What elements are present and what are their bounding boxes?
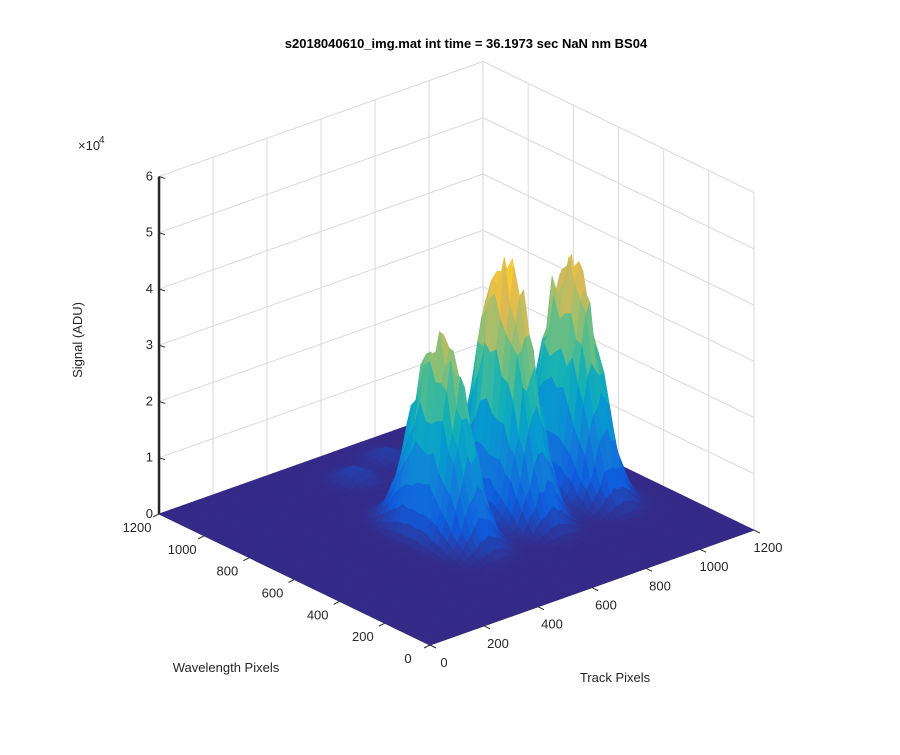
grid-line-z-backwall-x xyxy=(158,117,484,234)
y-tick xyxy=(333,600,340,605)
y-tick-label: 600 xyxy=(262,585,284,600)
x-tick xyxy=(591,587,599,591)
z-tick-label: 0 xyxy=(146,506,153,521)
x-tick-label: 600 xyxy=(595,598,617,613)
z-tick xyxy=(158,344,166,348)
x-tick xyxy=(483,625,491,630)
x-tick-label: 800 xyxy=(649,578,671,593)
z-tick xyxy=(158,400,166,404)
z-axis-label: Signal (ADU) xyxy=(70,302,85,378)
y-tick xyxy=(243,557,250,562)
y-tick-label: 200 xyxy=(352,629,374,644)
y-tick-label: 400 xyxy=(307,607,329,622)
y-tick xyxy=(423,644,431,649)
z-tick xyxy=(158,175,166,179)
label-layer: s2018040610_img.mat int time = 36.1973 s… xyxy=(70,36,782,685)
z-tick-label: 2 xyxy=(146,393,153,408)
y-tick xyxy=(197,535,205,540)
x-tick-label: 400 xyxy=(541,617,563,632)
z-tick xyxy=(158,457,166,461)
grid-line-z-backwall-x xyxy=(158,173,484,290)
x-tick xyxy=(645,567,653,572)
z-exponent-base: ×10 xyxy=(78,138,100,153)
x-tick xyxy=(699,548,707,553)
z-tick-label: 5 xyxy=(146,225,153,240)
y-tick xyxy=(288,579,295,583)
chart-title: s2018040610_img.mat int time = 36.1973 s… xyxy=(285,36,648,51)
z-tick xyxy=(158,232,166,236)
y-tick-label: 0 xyxy=(404,651,411,666)
surface-layer xyxy=(158,253,755,646)
x-tick-label: 200 xyxy=(487,636,509,651)
z-tick-label: 6 xyxy=(146,168,153,183)
y-tick-label: 1000 xyxy=(168,542,197,557)
y-tick-label: 1200 xyxy=(123,520,152,535)
x-tick-label: 1200 xyxy=(754,540,783,555)
x-tick-label: 0 xyxy=(440,655,447,670)
z-exponent-power: 4 xyxy=(99,135,105,146)
y-tick xyxy=(152,513,160,518)
z-tick-label: 4 xyxy=(146,281,153,296)
x-tick xyxy=(537,606,545,611)
grid-line-z-backwall-x xyxy=(158,229,484,346)
x-tick-label: 1000 xyxy=(700,559,729,574)
grid-line-z-backwall-x xyxy=(158,286,484,402)
z-tick-label: 1 xyxy=(146,450,153,465)
y-tick xyxy=(378,622,386,627)
x-tick xyxy=(753,529,761,534)
z-tick-label: 3 xyxy=(146,337,153,352)
surface-patch xyxy=(423,640,435,646)
z-tick xyxy=(158,288,166,292)
x-tick xyxy=(429,644,437,649)
grid-line-z-backwall-x xyxy=(158,61,484,177)
x-axis-label: Track Pixels xyxy=(580,670,651,685)
y-axis-label: Wavelength Pixels xyxy=(173,660,280,675)
y-tick-label: 800 xyxy=(217,564,239,579)
